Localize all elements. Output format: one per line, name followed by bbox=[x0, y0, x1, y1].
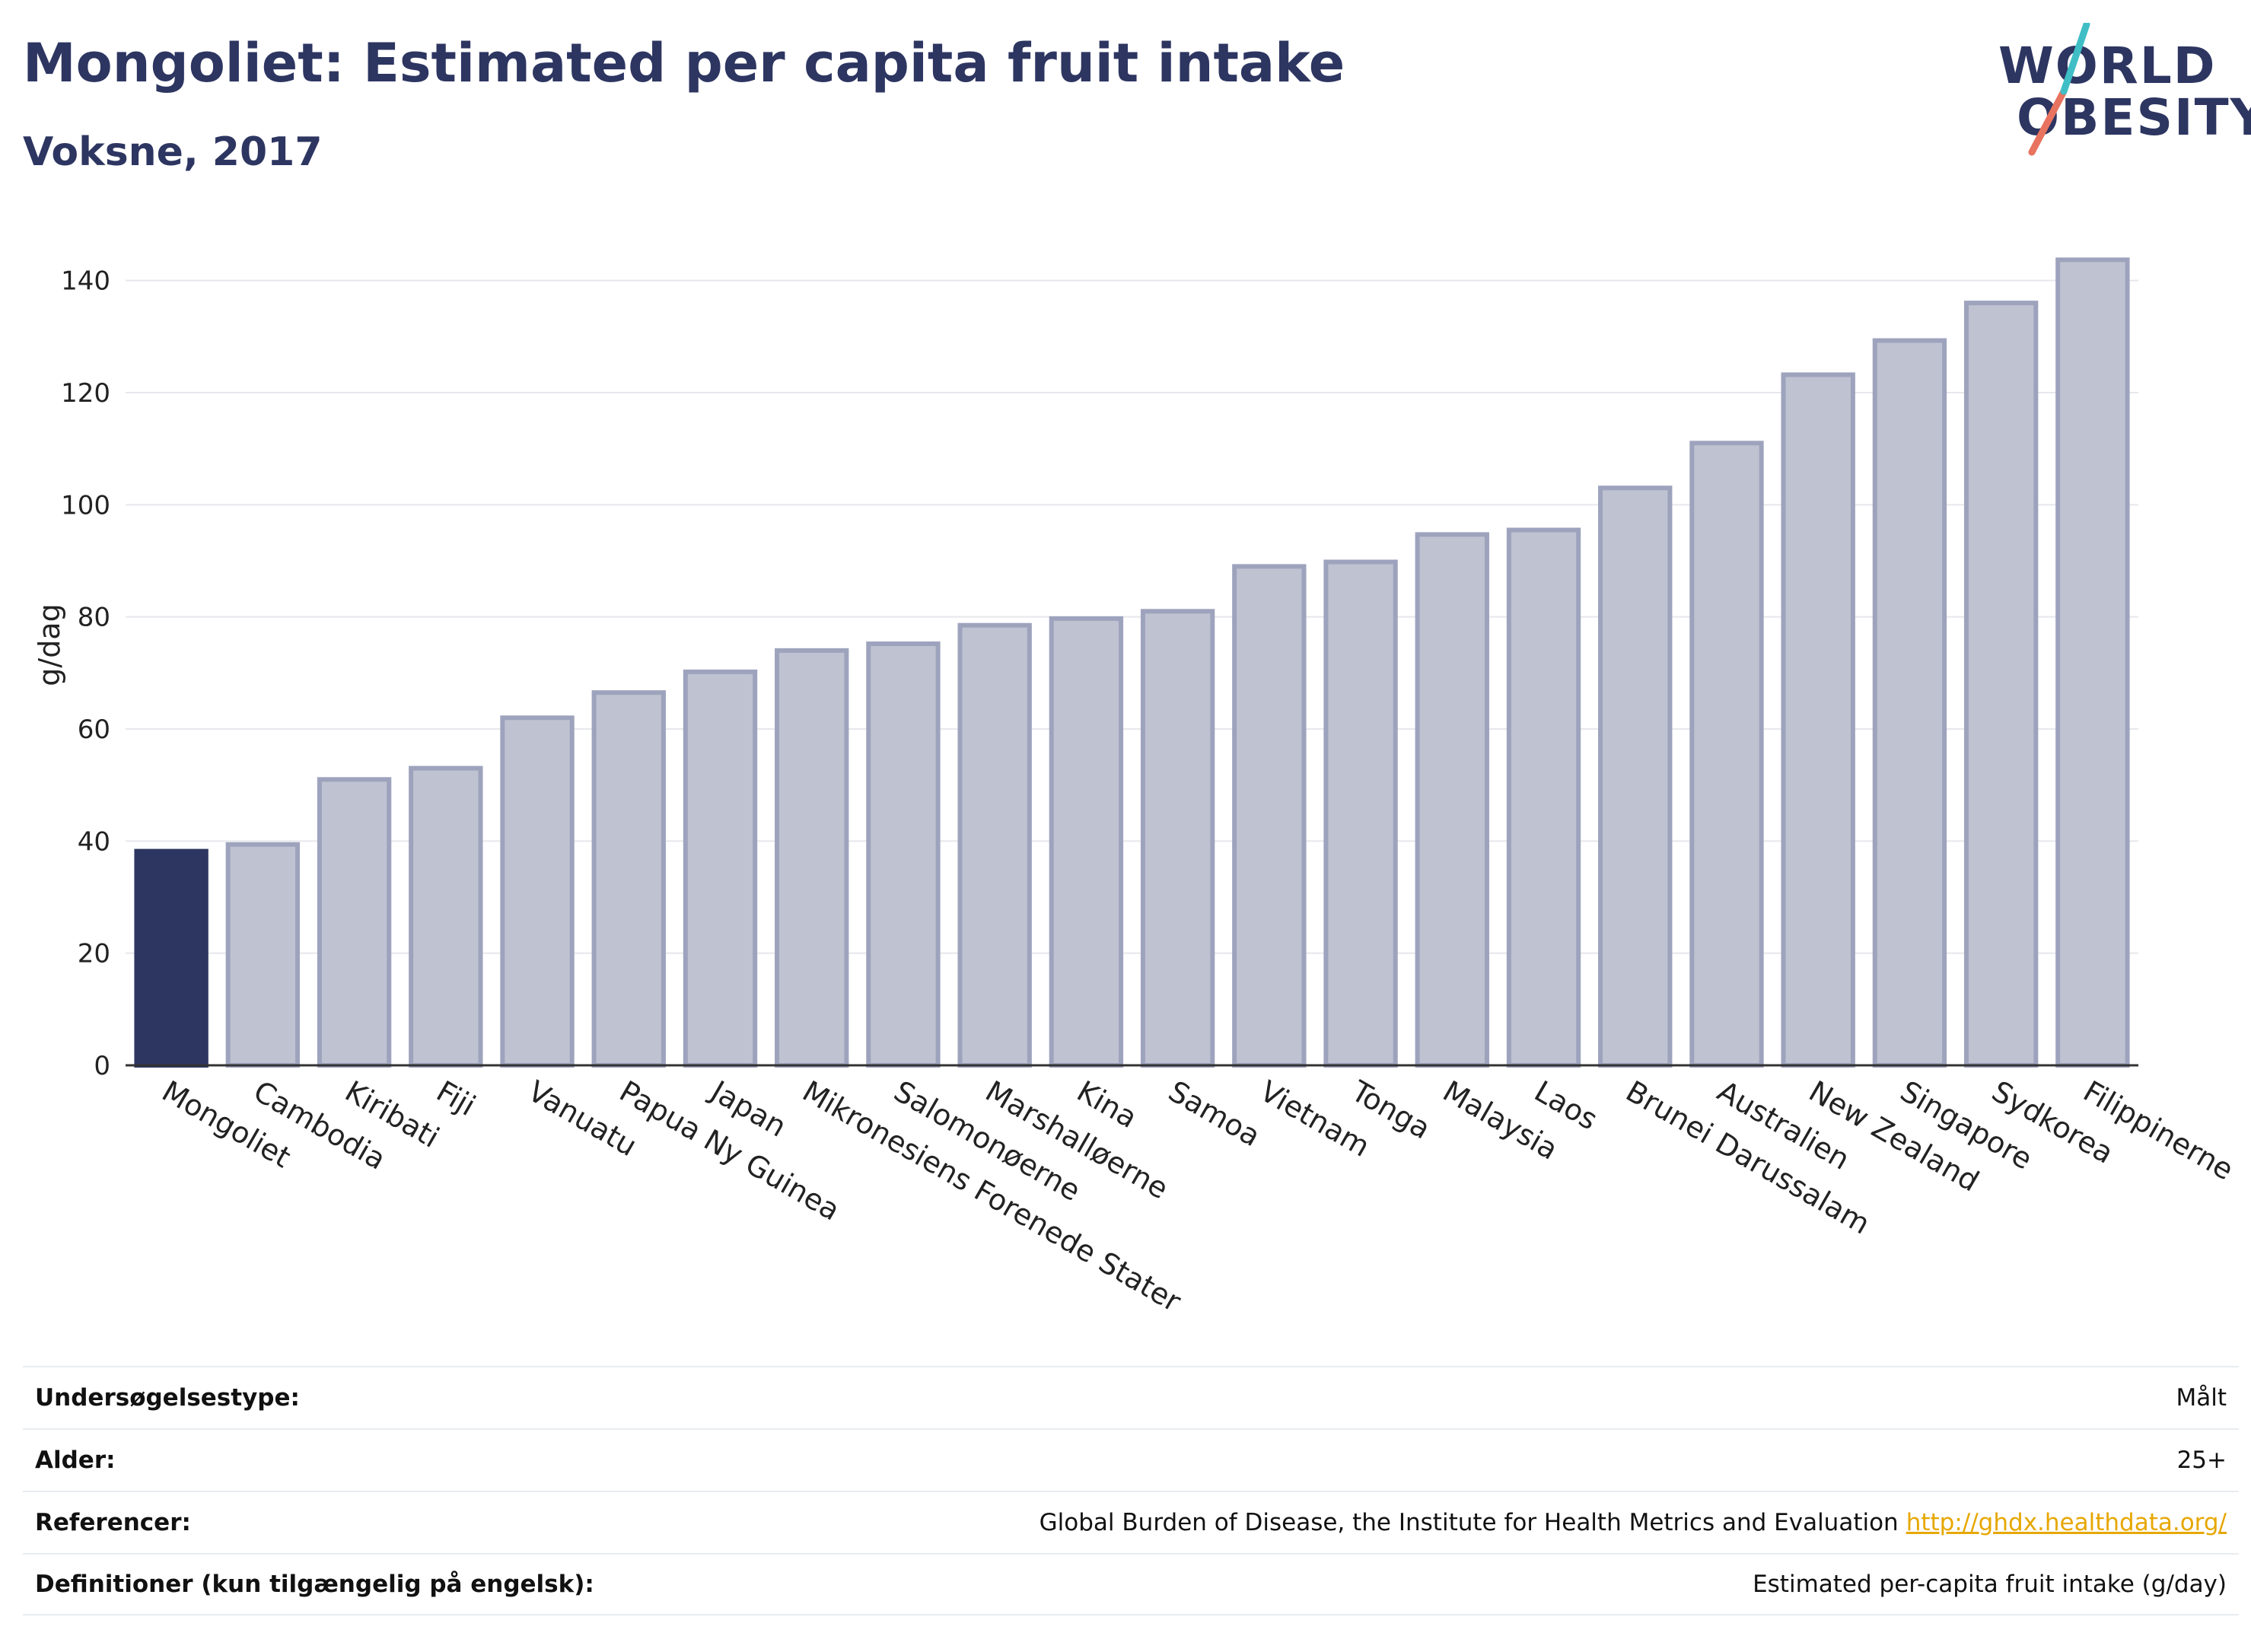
bar bbox=[1689, 441, 1764, 1068]
reference-text: Global Burden of Disease, the Institute … bbox=[1039, 1509, 1899, 1536]
bar bbox=[866, 641, 941, 1068]
info-value: 25+ bbox=[2176, 1447, 2227, 1474]
bar bbox=[2055, 257, 2130, 1068]
logo-line-2: OBESITY bbox=[2017, 88, 2251, 147]
bar bbox=[1049, 616, 1124, 1068]
info-row-references: Referencer: Global Burden of Disease, th… bbox=[23, 1491, 2239, 1553]
y-tick-label: 0 bbox=[94, 1051, 110, 1081]
y-tick-label: 60 bbox=[78, 715, 110, 745]
bar bbox=[1232, 564, 1307, 1068]
info-row-definitions: Definitioner (kun tilgængelig på engelsk… bbox=[23, 1553, 2239, 1615]
bar bbox=[1963, 301, 2039, 1068]
chart-title: Mongoliet: Estimated per capita fruit in… bbox=[23, 32, 1345, 94]
info-row-age: Alder: 25+ bbox=[23, 1428, 2239, 1491]
bars bbox=[134, 257, 2130, 1068]
reference-link[interactable]: http://ghdx.healthdata.org/ bbox=[1906, 1509, 2227, 1536]
logo-slash-icon bbox=[2028, 23, 2090, 156]
chart-subtitle: Voksne, 2017 bbox=[23, 129, 323, 175]
info-label: Alder: bbox=[35, 1447, 116, 1474]
info-value: Estimated per-capita fruit intake (g/day… bbox=[1753, 1571, 2227, 1598]
y-tick-label: 40 bbox=[78, 826, 110, 857]
bar bbox=[591, 690, 666, 1068]
info-value-references: Global Burden of Disease, the Institute … bbox=[1040, 1509, 2227, 1536]
bar bbox=[1872, 338, 1947, 1068]
bar bbox=[683, 669, 758, 1068]
bar bbox=[1415, 532, 1489, 1068]
y-tick-label: 80 bbox=[78, 603, 110, 633]
info-label: Undersøgelsestype: bbox=[35, 1384, 300, 1412]
logo-line-1: WORLD bbox=[1998, 37, 2217, 95]
y-tick-label: 120 bbox=[61, 378, 110, 409]
y-tick-label: 140 bbox=[61, 266, 110, 297]
y-tick-label: 100 bbox=[61, 490, 110, 520]
bar-chart: 0 20 40 60 80 100 120 140 MongolietCambodiaKiri… bbox=[33, 257, 2240, 1319]
bar bbox=[409, 766, 483, 1068]
bar bbox=[1506, 527, 1581, 1068]
info-value: Målt bbox=[2176, 1384, 2227, 1412]
bar bbox=[134, 848, 209, 1068]
y-axis-ticks: 0 20 40 60 80 100 120 140 bbox=[61, 266, 110, 1081]
bar bbox=[500, 715, 575, 1068]
bar bbox=[1140, 609, 1215, 1068]
y-tick-label: 20 bbox=[78, 939, 110, 969]
world-obesity-logo: WORLD OBESITY bbox=[1994, 23, 2251, 160]
bar bbox=[1323, 559, 1398, 1068]
bar bbox=[225, 842, 301, 1068]
bar bbox=[775, 648, 849, 1068]
bar bbox=[317, 777, 392, 1068]
bar bbox=[1781, 372, 1855, 1068]
info-table: Undersøgelsestype: Målt Alder: 25+ Refer… bbox=[23, 1366, 2239, 1615]
x-category-label: Fiji bbox=[431, 1074, 481, 1122]
bar bbox=[1598, 485, 1673, 1068]
bar bbox=[957, 622, 1032, 1068]
y-axis-title: g/dag bbox=[33, 603, 66, 686]
info-row-survey-type: Undersøgelsestype: Målt bbox=[23, 1366, 2239, 1428]
x-category-label: Samoa bbox=[1163, 1074, 1266, 1154]
info-label: Referencer: bbox=[35, 1509, 191, 1536]
info-label: Definitioner (kun tilgængelig på engelsk… bbox=[35, 1571, 594, 1598]
